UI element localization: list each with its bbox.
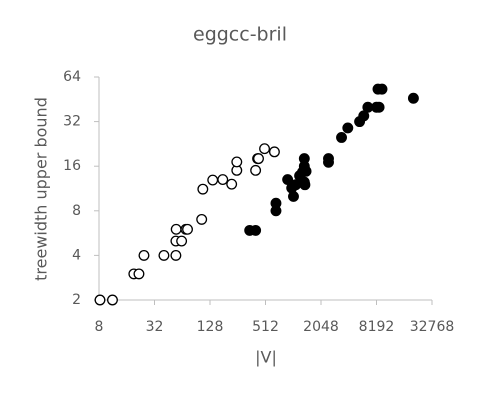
point bbox=[158, 249, 170, 261]
point bbox=[196, 213, 208, 225]
point bbox=[250, 224, 262, 236]
point bbox=[182, 223, 193, 235]
point bbox=[259, 143, 271, 155]
point bbox=[298, 153, 310, 165]
point bbox=[197, 183, 209, 195]
x-tick-label: 32768 bbox=[410, 319, 455, 335]
point bbox=[300, 165, 312, 177]
point bbox=[138, 249, 150, 261]
point bbox=[250, 164, 262, 176]
point bbox=[253, 153, 264, 165]
x-tick-label: 8192 bbox=[359, 319, 395, 335]
y-tick-label: 64 bbox=[63, 69, 81, 85]
point bbox=[231, 156, 243, 168]
x-tick-label: 512 bbox=[252, 319, 279, 335]
point bbox=[217, 174, 229, 186]
point bbox=[342, 122, 354, 134]
point bbox=[407, 92, 419, 104]
y-tick-label: 32 bbox=[63, 114, 81, 130]
y-tick-label: 4 bbox=[72, 247, 81, 263]
x-tick-label: 8 bbox=[95, 319, 104, 335]
point bbox=[107, 294, 118, 306]
point bbox=[358, 110, 370, 122]
point bbox=[133, 268, 145, 280]
point bbox=[270, 197, 282, 209]
y-tick-label: 16 bbox=[63, 158, 81, 174]
point bbox=[288, 190, 299, 202]
y-tick-label: 2 bbox=[72, 292, 81, 308]
point bbox=[282, 174, 294, 186]
point bbox=[268, 146, 280, 158]
x-axis-title: |V| bbox=[255, 348, 277, 367]
y-axis-title: treewidth upper bound bbox=[32, 97, 51, 281]
point bbox=[176, 235, 188, 247]
x-tick-label: 2048 bbox=[303, 319, 339, 335]
point bbox=[299, 179, 311, 191]
point bbox=[373, 101, 385, 113]
point bbox=[94, 294, 106, 306]
point bbox=[207, 174, 219, 186]
x-tick-label: 128 bbox=[197, 319, 224, 335]
point bbox=[170, 223, 182, 235]
chart-title: eggcc-bril bbox=[193, 24, 287, 46]
point bbox=[170, 249, 182, 261]
point bbox=[226, 178, 238, 190]
point bbox=[323, 156, 334, 168]
x-tick-label: 32 bbox=[146, 319, 164, 335]
point bbox=[336, 132, 347, 143]
y-tick-label: 8 bbox=[72, 203, 81, 219]
point bbox=[376, 83, 388, 95]
